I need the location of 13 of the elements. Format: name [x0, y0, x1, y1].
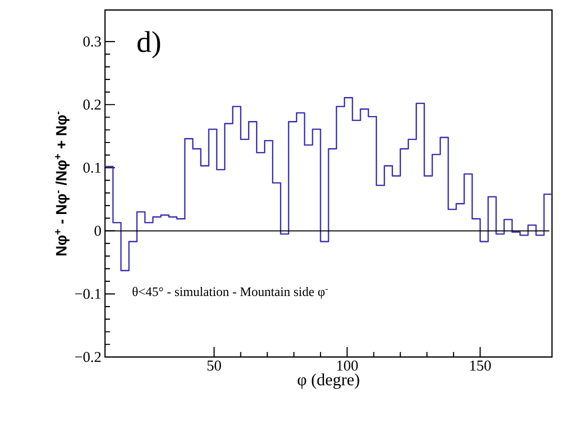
y-tick-label: −0.1 — [75, 288, 101, 299]
y-tick-label: 0 — [94, 226, 101, 236]
x-tick-label: 50 — [207, 360, 221, 371]
y-tick-label: 0.2 — [83, 100, 101, 110]
y-axis-title: Nφ$^{+}$ - Nφ$^{-}$ /Nφ$^{+}$ + Nφ$^{-}$ — [55, 112, 70, 256]
y-tick-label: 0.1 — [83, 162, 101, 173]
annotation: d) — [138, 31, 160, 58]
x-tick-label: 100 — [337, 360, 358, 371]
annotation: θ<45° - simulation - Mountain side φ$^{-}$ — [132, 286, 328, 299]
y-tick-label: −0.2 — [75, 352, 101, 362]
y-tick-label: 0.3 — [83, 36, 101, 47]
x-axis-title: φ (degre) — [298, 373, 360, 389]
x-tick-label: 150 — [470, 360, 491, 371]
